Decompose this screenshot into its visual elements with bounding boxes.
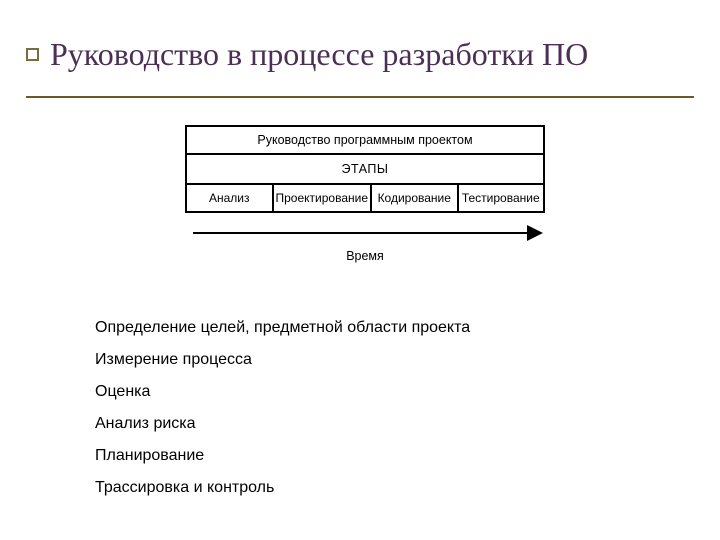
diagram-title-row: Руководство программным проектом: [187, 127, 543, 155]
arrow-line-icon: [193, 232, 531, 234]
arrow-head-icon: [527, 225, 543, 241]
title-bullet-icon: [26, 48, 39, 61]
slide: Руководство в процессе разработки ПО Рук…: [0, 0, 720, 540]
diagram-stages-header: ЭТАПЫ: [187, 155, 543, 185]
time-arrow: [185, 223, 545, 245]
slide-title: Руководство в процессе разработки ПО: [50, 36, 690, 73]
diagram-stages-row: Анализ Проектирование Кодирование Тестир…: [187, 185, 543, 211]
list-item: Анализ риска: [95, 416, 655, 432]
divider-rule: [26, 96, 694, 98]
stage-cell: Проектирование: [274, 185, 373, 211]
list-item: Трассировка и контроль: [95, 480, 655, 496]
stage-cell: Кодирование: [372, 185, 459, 211]
diagram-box: Руководство программным проектом ЭТАПЫ А…: [185, 125, 545, 213]
stage-cell: Тестирование: [459, 185, 544, 211]
list-item: Определение целей, предметной области пр…: [95, 320, 655, 336]
stage-cell: Анализ: [187, 185, 274, 211]
list-item: Планирование: [95, 448, 655, 464]
list-item: Измерение процесса: [95, 352, 655, 368]
process-diagram: Руководство программным проектом ЭТАПЫ А…: [185, 125, 545, 263]
time-axis-label: Время: [185, 249, 545, 263]
bullet-list: Определение целей, предметной области пр…: [95, 320, 655, 512]
list-item: Оценка: [95, 384, 655, 400]
